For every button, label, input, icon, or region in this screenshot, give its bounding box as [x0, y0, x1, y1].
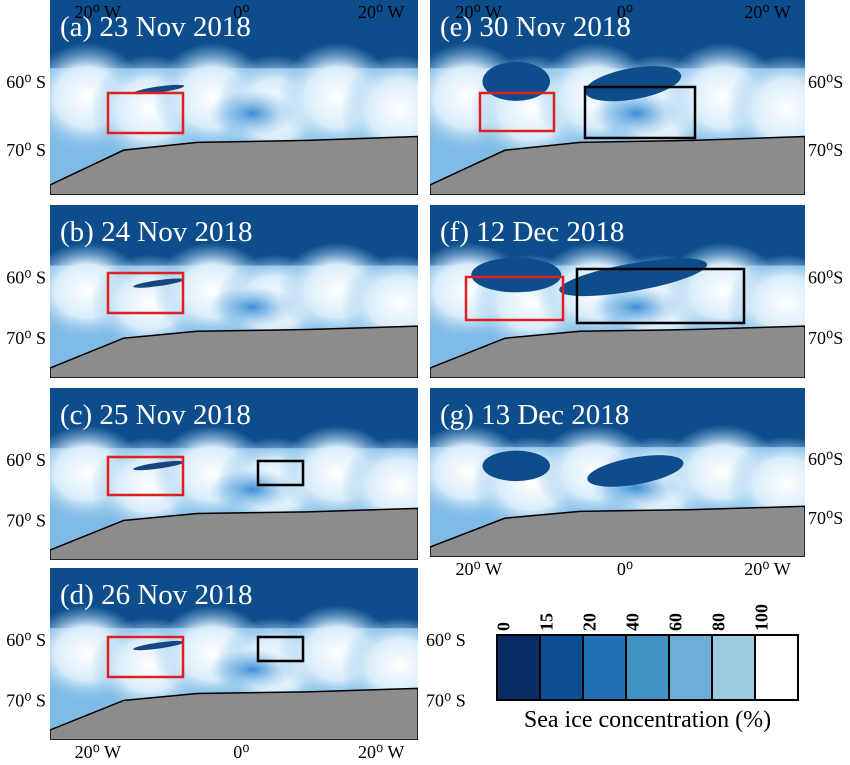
- panel-title: (b) 24 Nov 2018: [60, 216, 253, 248]
- region-box: [106, 91, 185, 135]
- polynya: [482, 450, 550, 482]
- lat-label: 60⁰S: [808, 72, 843, 92]
- panel-title: (f) 12 Dec 2018: [440, 216, 624, 248]
- color-swatch: [754, 634, 799, 701]
- lon-label: 0⁰: [617, 2, 633, 22]
- lon-label: 20⁰ W: [358, 742, 404, 762]
- lon-label: 0⁰: [233, 742, 249, 762]
- lon-label: 20⁰ W: [75, 2, 121, 22]
- ice-mid: [591, 286, 682, 328]
- color-swatch: [625, 634, 670, 701]
- region-box: [464, 275, 565, 322]
- lat-label: 70⁰S: [808, 328, 843, 348]
- lat-label: 70⁰S: [808, 140, 843, 160]
- polynya: [585, 66, 682, 102]
- lat-label: 70⁰ S: [6, 140, 46, 160]
- map-panel: (g) 13 Dec 2018: [430, 388, 805, 557]
- ice-mid: [208, 468, 297, 511]
- map: [50, 388, 418, 560]
- map: [50, 205, 418, 378]
- lat-label: 70⁰S: [808, 508, 843, 528]
- land: [50, 325, 418, 378]
- ice-mid: [208, 648, 297, 691]
- lat-label: 60⁰ S: [426, 630, 466, 650]
- polynya: [587, 455, 684, 487]
- land: [430, 325, 805, 378]
- region-box: [106, 271, 185, 315]
- color-swatch: [582, 634, 627, 701]
- map: [430, 0, 805, 195]
- polynya: [471, 257, 562, 293]
- colorbar-title: Sea ice concentration (%): [524, 707, 771, 733]
- lat-label: 70⁰ S: [6, 510, 46, 530]
- lon-label: 20⁰ W: [456, 559, 502, 579]
- lat-label: 70⁰ S: [426, 690, 466, 710]
- region-box: [106, 635, 185, 679]
- ice-mid: [591, 90, 682, 137]
- land: [430, 505, 805, 557]
- polynya: [482, 61, 550, 101]
- region-box: [583, 85, 697, 140]
- color-swatch: [668, 634, 713, 701]
- map-panel: (e) 30 Nov 2018: [430, 0, 805, 195]
- polynya: [133, 640, 185, 651]
- color-swatch: [711, 634, 756, 701]
- colorbar-label: 100: [751, 604, 771, 631]
- lon-label: 20⁰ W: [456, 2, 502, 22]
- ice-mid: [208, 286, 297, 328]
- map-panel: (f) 12 Dec 2018: [430, 205, 805, 378]
- panel-title: (e) 30 Nov 2018: [440, 11, 631, 43]
- lat-label: 60⁰S: [808, 449, 843, 469]
- land: [50, 507, 418, 560]
- map-panel: (c) 25 Nov 2018: [50, 388, 418, 560]
- land: [50, 135, 418, 195]
- colorbar-label: 0: [493, 622, 513, 631]
- region-box: [256, 635, 305, 663]
- lat-label: 70⁰ S: [6, 328, 46, 348]
- ice-mid: [208, 90, 297, 137]
- lon-label: 20⁰ W: [744, 2, 790, 22]
- panel-title: (d) 26 Nov 2018: [60, 579, 253, 611]
- lat-label: 60⁰ S: [6, 450, 46, 470]
- land: [50, 687, 418, 740]
- color-swatch: [539, 634, 584, 701]
- colorbar-label: 20: [579, 613, 599, 631]
- map: [430, 205, 805, 378]
- lon-label: 0⁰: [233, 2, 249, 22]
- lat-label: 60⁰S: [808, 268, 843, 288]
- polynya: [133, 460, 185, 471]
- map: [430, 388, 805, 557]
- map-panel: (a) 23 Nov 2018: [50, 0, 418, 195]
- color-swatch: [496, 634, 541, 701]
- map: [50, 0, 418, 195]
- panel-title: (c) 25 Nov 2018: [60, 399, 251, 431]
- lon-label: 20⁰ W: [358, 2, 404, 22]
- colorbar-label: 40: [622, 613, 642, 631]
- colorbar: 0 15 20 40 60 80 100 Sea ice concentration (%): [493, 604, 799, 733]
- map: [50, 568, 418, 740]
- map-panel: (d) 26 Nov 2018: [50, 568, 418, 740]
- lon-label: 0⁰: [617, 559, 633, 579]
- panel-title: (a) 23 Nov 2018: [60, 11, 251, 43]
- region-box: [256, 459, 305, 487]
- lat-label: 60⁰ S: [6, 72, 46, 92]
- lat-label: 70⁰ S: [6, 690, 46, 710]
- polynya: [133, 278, 185, 288]
- lon-label: 20⁰ W: [744, 559, 790, 579]
- panel-title: (g) 13 Dec 2018: [440, 399, 629, 431]
- lat-label: 60⁰ S: [6, 268, 46, 288]
- land: [430, 135, 805, 195]
- region-box: [575, 267, 746, 325]
- colorbar-label: 15: [536, 613, 556, 631]
- colorbar-label: 60: [665, 613, 685, 631]
- colorbar-label: 80: [708, 613, 728, 631]
- region-box: [478, 91, 556, 133]
- map-panel: (b) 24 Nov 2018: [50, 205, 418, 378]
- lon-label: 20⁰ W: [75, 742, 121, 762]
- region-box: [106, 455, 185, 497]
- lat-label: 60⁰ S: [6, 630, 46, 650]
